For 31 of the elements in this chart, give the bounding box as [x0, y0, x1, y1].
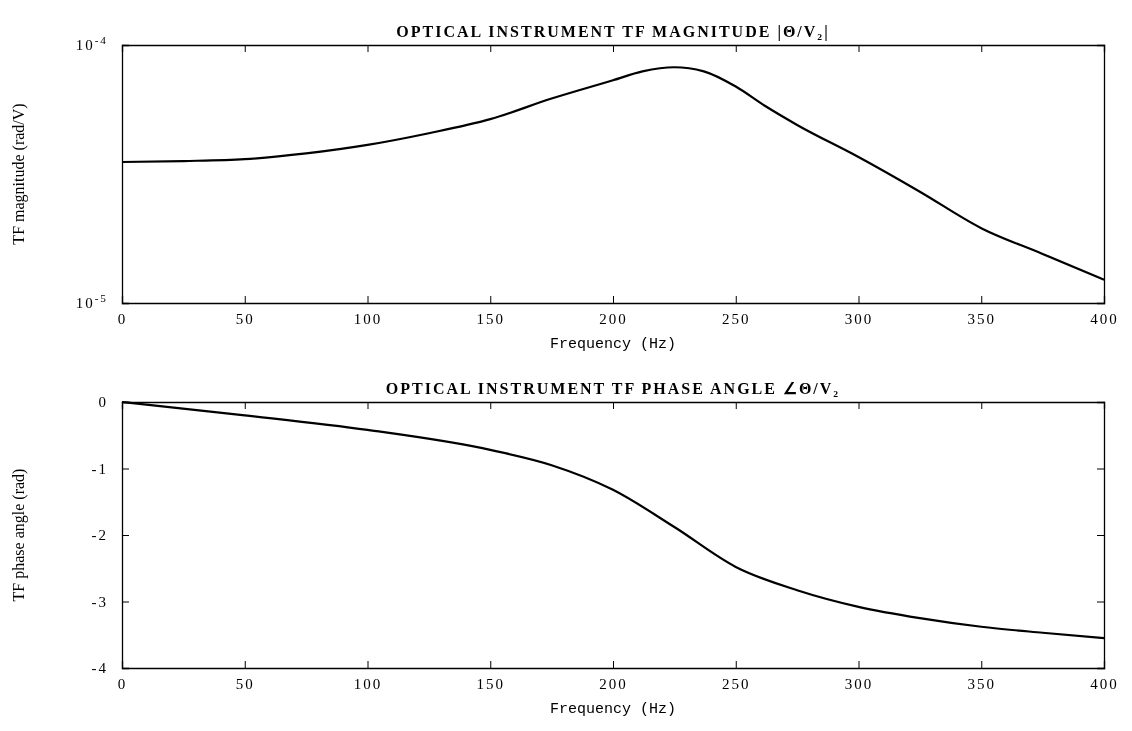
y-tick-label: 10$^{-5}$ — [75, 292, 108, 312]
x-tick-label: 350 — [967, 675, 996, 692]
x-tick-label: 350 — [967, 310, 996, 327]
x-tick-label: 250 — [722, 675, 751, 692]
x-tick-label: 50 — [235, 310, 255, 327]
y-axis-title: TF magnitude (rad/V) — [10, 103, 28, 245]
x-tick-label: 300 — [844, 675, 874, 692]
x-tick-label: 300 — [844, 310, 874, 327]
x-tick-label: 0 — [117, 675, 128, 692]
y-tick-label: 10$^{-4}$ — [75, 34, 108, 54]
x-tick-label: 150 — [476, 310, 505, 327]
x-tick-label: 200 — [599, 310, 628, 327]
x-tick-label: 100 — [353, 310, 383, 327]
x-tick-label: 50 — [235, 675, 255, 692]
x-tick-label: 0 — [117, 310, 128, 327]
x-tick-label: 400 — [1090, 310, 1119, 327]
chart-title: OPTICAL INSTRUMENT TF PHASE ANGLE ∠Θ/V₂ — [385, 380, 841, 397]
x-tick-label: 400 — [1090, 675, 1119, 692]
y-tick-label: -2 — [91, 527, 108, 544]
y-tick-label: -3 — [91, 593, 108, 610]
y-tick-label: 0 — [98, 394, 108, 411]
chart-title: OPTICAL INSTRUMENT TF MAGNITUDE |Θ/V₂| — [396, 23, 830, 41]
x-axis-title: Frequency (Hz) — [549, 336, 677, 353]
x-axis-title: Frequency (Hz) — [549, 701, 677, 718]
y-tick-label: -1 — [91, 460, 108, 477]
y-axis-title: TF phase angle (rad) — [10, 468, 28, 602]
x-tick-label: 150 — [476, 675, 505, 692]
x-tick-label: 100 — [353, 675, 383, 692]
x-tick-label: 250 — [722, 310, 751, 327]
y-tick-label: -4 — [91, 660, 108, 677]
x-tick-label: 200 — [599, 675, 628, 692]
